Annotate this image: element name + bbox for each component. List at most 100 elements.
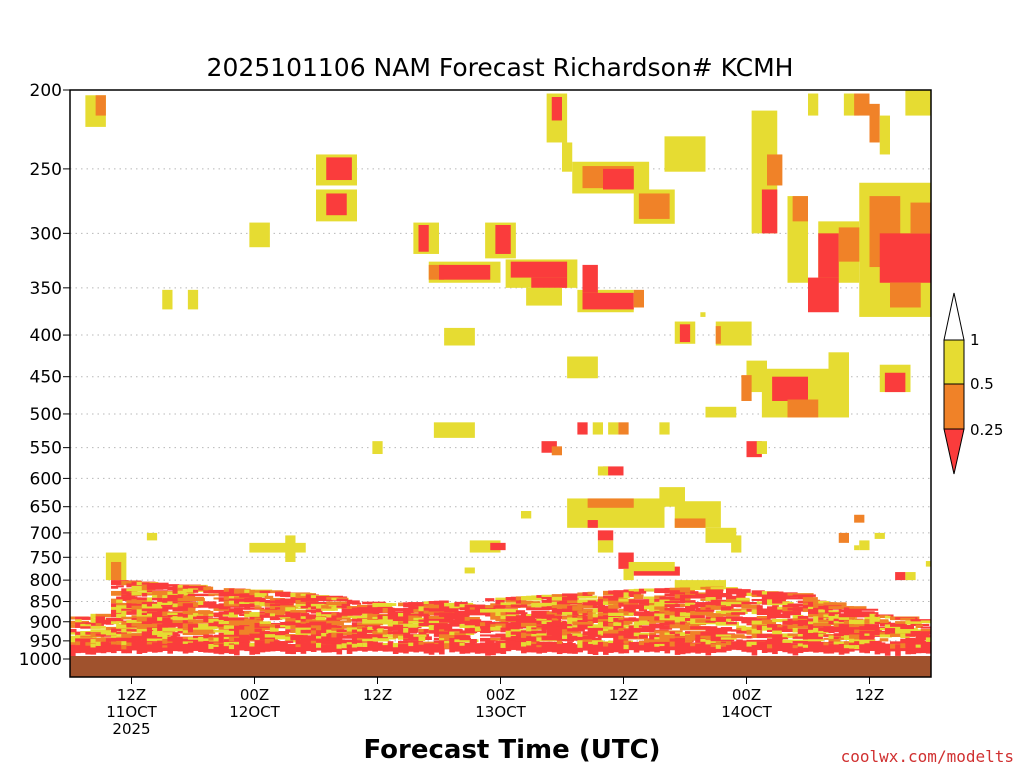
bl-cell-1238 bbox=[654, 630, 683, 634]
bl-cell-868 bbox=[485, 605, 494, 609]
bl-cell-394 bbox=[244, 606, 251, 610]
bl-cell-1240 bbox=[654, 639, 679, 643]
bl-cell-770 bbox=[428, 643, 435, 655]
bl-cell-10 bbox=[75, 641, 81, 654]
x-tick-label-0-1: 11OCT bbox=[106, 703, 157, 721]
bl-cell-894 bbox=[500, 643, 507, 654]
ri-cell-71 bbox=[577, 422, 588, 435]
bl-cell-243 bbox=[177, 612, 193, 618]
ri-cell-107 bbox=[859, 540, 870, 551]
bl-cell-1054 bbox=[572, 644, 578, 654]
bl-cell-1651 bbox=[849, 634, 860, 639]
bl-cell-1010 bbox=[551, 596, 568, 601]
bl-cell-795 bbox=[439, 619, 457, 623]
bl-cell-567 bbox=[321, 608, 335, 611]
bl-cell-1088 bbox=[587, 591, 595, 595]
bl-cell-78 bbox=[116, 599, 123, 604]
ri-cell-114 bbox=[854, 514, 865, 523]
bl-cell-1728 bbox=[910, 619, 931, 622]
bl-cell-673 bbox=[367, 626, 374, 630]
bl-cell-1233 bbox=[654, 606, 668, 610]
bl-cell-588 bbox=[326, 637, 343, 641]
bl-cell-275 bbox=[187, 624, 200, 629]
bl-cell-1511 bbox=[782, 611, 793, 616]
ri-cell-99 bbox=[490, 542, 506, 551]
bl-cell-1496 bbox=[772, 635, 789, 640]
bl-cell-755 bbox=[418, 622, 448, 627]
credit-link[interactable]: coolwx.com/modelts bbox=[841, 747, 1014, 766]
bl-cell-1227 bbox=[654, 643, 660, 653]
bl-cell-294 bbox=[198, 610, 211, 615]
bl-cell-975 bbox=[536, 618, 552, 621]
y-tick-label-250: 250 bbox=[30, 160, 62, 180]
bl-cell-1616 bbox=[833, 643, 840, 653]
bl-cell-470 bbox=[280, 642, 286, 652]
bl-cell-856 bbox=[474, 626, 481, 632]
bl-cell-1675 bbox=[864, 636, 873, 639]
bl-cell-1192 bbox=[633, 618, 654, 623]
bl-cell-649 bbox=[357, 622, 384, 626]
bl-cell-223 bbox=[172, 641, 179, 652]
bl-cell-399 bbox=[244, 626, 273, 631]
bl-cell-1050 bbox=[567, 631, 582, 634]
bl-cell-1462 bbox=[756, 641, 771, 646]
bl-cell-747 bbox=[413, 634, 427, 637]
bl-cell-687 bbox=[377, 628, 384, 633]
ri-cell-52 bbox=[767, 154, 783, 186]
bl-cell-1495 bbox=[772, 630, 782, 635]
bl-cell-1182 bbox=[628, 608, 634, 613]
bl-cell-970 bbox=[536, 643, 542, 654]
bl-cell-1530 bbox=[792, 594, 816, 597]
bl-cell-1133 bbox=[608, 598, 629, 602]
bl-cell-1689 bbox=[879, 642, 886, 654]
ri-cell-90 bbox=[597, 530, 614, 541]
bl-cell-1732 bbox=[915, 643, 922, 654]
bl-cell-1533 bbox=[792, 618, 808, 621]
bl-cell-1087 bbox=[587, 644, 594, 655]
bl-cell-825 bbox=[454, 621, 465, 624]
bl-cell-550 bbox=[310, 640, 321, 644]
bl-cell-250 bbox=[182, 585, 190, 589]
y-tick-label-750: 750 bbox=[30, 548, 62, 568]
bl-cell-666 bbox=[367, 641, 373, 651]
bl-cell-189 bbox=[157, 601, 172, 606]
bl-cell-879 bbox=[490, 626, 511, 631]
bl-cell-1217 bbox=[649, 642, 655, 652]
bl-cell-986 bbox=[541, 596, 555, 599]
ri-cell-24 bbox=[562, 142, 573, 172]
bl-cell-1190 bbox=[633, 594, 644, 599]
bl-cell-884 bbox=[495, 599, 505, 605]
bl-cell-1154 bbox=[618, 602, 625, 607]
bl-cell-840 bbox=[464, 616, 480, 622]
bl-cell-1430 bbox=[741, 626, 760, 631]
y-tick-label-650: 650 bbox=[30, 498, 62, 518]
bl-cell-1013 bbox=[551, 609, 561, 613]
bl-cell-895 bbox=[500, 602, 531, 605]
bl-cell-1235 bbox=[654, 613, 666, 618]
ri-cell-69 bbox=[879, 115, 890, 155]
bl-cell-439 bbox=[264, 641, 271, 652]
bl-cell-1622 bbox=[833, 636, 841, 640]
bl-cell-1375 bbox=[715, 596, 723, 600]
bl-cell-1574 bbox=[813, 642, 819, 653]
bl-cell-1374 bbox=[715, 592, 721, 596]
bl-cell-910 bbox=[505, 619, 523, 622]
bl-cell-784 bbox=[433, 627, 451, 631]
bl-cell-1043 bbox=[567, 600, 583, 604]
bl-cell-1483 bbox=[767, 638, 784, 643]
bl-cell-1049 bbox=[567, 628, 585, 632]
bl-cell-38 bbox=[95, 642, 102, 653]
bl-cell-1135 bbox=[608, 604, 620, 609]
bl-cell-42 bbox=[95, 623, 102, 627]
bl-cell-172 bbox=[146, 638, 167, 641]
bl-cell-534 bbox=[305, 616, 316, 619]
bl-cell-1085 bbox=[582, 639, 593, 642]
bl-cell-1684 bbox=[874, 644, 881, 655]
bl-cell-609 bbox=[336, 629, 357, 633]
bl-cell-1345 bbox=[705, 643, 712, 656]
bl-cell-1450 bbox=[751, 629, 761, 634]
bl-cell-1575 bbox=[813, 599, 821, 605]
bl-cell-1027 bbox=[556, 637, 575, 642]
bl-cell-1005 bbox=[546, 627, 571, 633]
bl-cell-1104 bbox=[592, 627, 609, 632]
